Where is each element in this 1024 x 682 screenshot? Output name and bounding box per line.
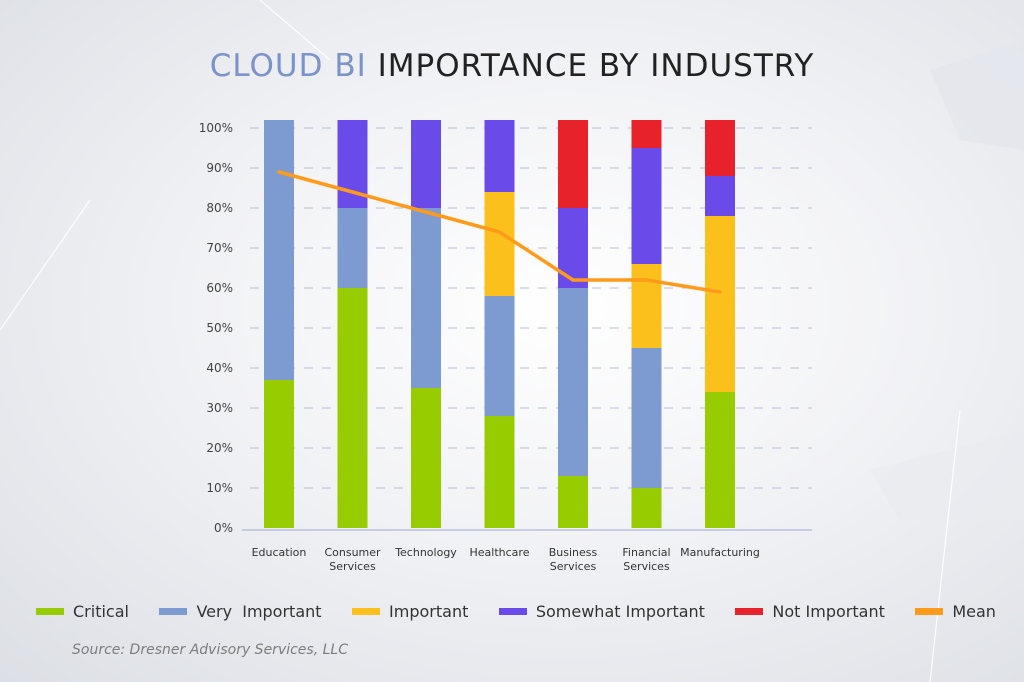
legend-label: Very Important bbox=[196, 601, 322, 621]
bar-segment bbox=[705, 176, 735, 216]
legend-swatch bbox=[735, 607, 764, 615]
mean-point bbox=[571, 278, 575, 282]
bar-segment bbox=[558, 208, 588, 288]
legend-item: Not Important bbox=[735, 601, 885, 621]
y-tick-label: 20% bbox=[206, 441, 233, 455]
y-tick-label: 60% bbox=[206, 281, 233, 295]
x-tick-label-line: Manufacturing bbox=[680, 546, 760, 559]
y-tick-label: 100% bbox=[199, 121, 233, 135]
legend-item: Critical bbox=[36, 602, 129, 621]
x-tick-label: Education bbox=[252, 546, 307, 559]
chart-legend: Critical Very Important Important Somewhat … bbox=[36, 599, 996, 623]
x-tick-label-line: Education bbox=[252, 546, 307, 559]
x-tick-label: Technology bbox=[394, 546, 457, 559]
bar-segment bbox=[631, 264, 662, 348]
legend-item: Important bbox=[352, 602, 468, 621]
x-tick-label: Business Services bbox=[549, 546, 598, 573]
mean-point bbox=[277, 170, 281, 174]
bar-segment bbox=[631, 120, 662, 148]
y-tick-label: 80% bbox=[206, 201, 233, 215]
legend-label: Somewhat Important bbox=[535, 601, 705, 621]
bar-segment bbox=[337, 208, 368, 288]
bar-segment bbox=[264, 380, 294, 528]
mean-point bbox=[718, 290, 722, 294]
x-tick-label: Financial Services bbox=[622, 546, 670, 573]
chart-title: CLOUD BI IMPORTANCE BY INDUSTRY bbox=[0, 48, 1024, 84]
bar-segment bbox=[411, 388, 441, 528]
y-tick-label: 40% bbox=[206, 361, 233, 375]
bar-segment bbox=[631, 148, 662, 264]
x-tick-label-line: Services bbox=[329, 560, 376, 573]
mean-point bbox=[498, 230, 501, 234]
bar-segment bbox=[558, 288, 588, 476]
bar-segment bbox=[705, 120, 735, 176]
bar-segment bbox=[631, 488, 662, 528]
bar-segment bbox=[484, 296, 515, 416]
bar-segment bbox=[484, 416, 515, 528]
y-tick-label: 30% bbox=[206, 401, 233, 415]
x-tick-label-line: Business bbox=[549, 546, 598, 559]
legend-label: Not Important bbox=[772, 601, 885, 621]
legend-item: Somewhat Important bbox=[498, 601, 705, 621]
legend-swatch bbox=[498, 607, 527, 615]
legend-swatch bbox=[159, 607, 188, 615]
bar-segment bbox=[264, 120, 294, 380]
chart-title-rest: IMPORTANCE BY INDUSTRY bbox=[366, 48, 815, 84]
y-tick-label: 70% bbox=[206, 241, 233, 255]
legend-swatch bbox=[36, 607, 64, 615]
x-tick-label-line: Consumer bbox=[324, 546, 381, 559]
y-tick-label: 50% bbox=[206, 321, 233, 335]
x-tick-label: Manufacturing bbox=[680, 546, 760, 559]
bar-segment bbox=[558, 476, 588, 528]
bar-segment bbox=[411, 208, 441, 388]
legend-label: Critical bbox=[73, 601, 129, 621]
mean-point bbox=[351, 190, 354, 194]
x-tick-label: Consumer Services bbox=[324, 546, 381, 573]
chart-title-accent: CLOUD BI bbox=[209, 48, 367, 84]
mean-point bbox=[424, 210, 428, 214]
y-tick-label: 90% bbox=[206, 161, 233, 175]
bar-segment bbox=[705, 216, 735, 392]
bar-segment bbox=[631, 348, 662, 488]
x-tick-label-line: Services bbox=[623, 560, 670, 573]
x-tick-label-line: Financial bbox=[622, 546, 670, 559]
bar-segment bbox=[484, 120, 515, 192]
x-tick-label-line: Technology bbox=[394, 546, 457, 559]
bar-segment bbox=[705, 392, 735, 528]
bar-segment bbox=[411, 120, 441, 208]
x-tick-label: Healthcare bbox=[470, 546, 530, 559]
legend-item: Mean bbox=[915, 602, 996, 621]
y-tick-label: 0% bbox=[214, 521, 233, 535]
legend-label: Mean bbox=[952, 601, 996, 621]
legend-label: Important bbox=[389, 601, 469, 621]
y-tick-label: 10% bbox=[206, 481, 233, 495]
bar-segment bbox=[337, 288, 368, 528]
x-tick-label-line: Services bbox=[550, 560, 597, 573]
mean-point bbox=[645, 278, 648, 282]
source-note: Source: Dresner Advisory Services, LLC bbox=[72, 642, 348, 658]
bar-segment bbox=[558, 120, 588, 208]
legend-swatch bbox=[915, 607, 944, 615]
bar-segment bbox=[484, 192, 515, 296]
legend-swatch bbox=[352, 607, 381, 615]
legend-item: Very Important bbox=[159, 601, 322, 621]
x-tick-label-line: Healthcare bbox=[470, 546, 530, 559]
